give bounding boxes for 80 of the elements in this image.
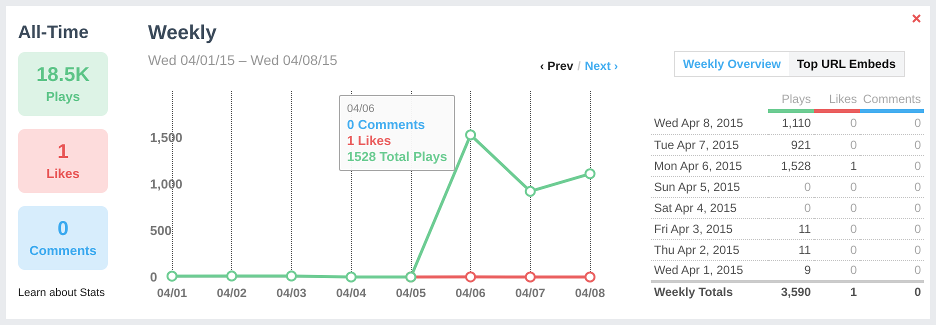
point <box>286 270 297 282</box>
category-label: Mon Apr 6, 2015 <box>651 155 768 176</box>
category-label: Thu Apr 2, 2015 <box>651 239 768 260</box>
text: 0 <box>914 285 921 300</box>
text: Comments <box>862 92 922 108</box>
annotation: 04/06 <box>347 102 376 117</box>
category-label: Wed Apr 8, 2015 <box>651 113 768 134</box>
data-label: 0 <box>814 176 860 197</box>
point <box>226 270 238 282</box>
text: ‹ Prev <box>540 59 574 73</box>
y-tick-label: 500 <box>150 223 172 238</box>
data-label: 0 <box>860 218 924 239</box>
point <box>465 271 476 282</box>
data-label: 0 <box>860 176 924 197</box>
data-label: 0 <box>860 155 924 176</box>
text: 1 <box>850 285 857 300</box>
x-tick-label: 04/04 <box>336 286 366 300</box>
text: 3,590 <box>780 285 811 300</box>
data-label: 9 <box>768 260 814 281</box>
point <box>524 272 536 282</box>
category-label: Sat Apr 4, 2015 <box>651 197 768 218</box>
point <box>584 168 596 180</box>
y-tick-label: 1,000 <box>150 176 183 192</box>
point <box>166 270 178 282</box>
point <box>524 186 536 197</box>
data-label: 0 <box>768 176 814 197</box>
text: Likes <box>45 166 81 181</box>
x-tick-label: 04/01 <box>156 286 188 300</box>
data-label: 0 <box>860 260 924 281</box>
annotation: 0 Comments <box>347 117 426 133</box>
point <box>346 272 357 282</box>
x-tick-label: 04/08 <box>574 286 606 300</box>
data-label: 11 <box>768 239 814 260</box>
data-label: 0 <box>814 239 860 260</box>
x-tick-label: 04/07 <box>515 286 546 300</box>
category-label: Tue Apr 7, 2015 <box>651 134 768 155</box>
data-label: 0 <box>814 134 860 155</box>
category-label: Fri Apr 3, 2015 <box>651 218 768 239</box>
data-label: 0 <box>814 260 860 281</box>
data-label: 0 <box>860 134 924 155</box>
point <box>584 272 596 282</box>
data-label: 1,528 <box>768 155 814 176</box>
text: 0 <box>56 218 70 241</box>
chart-title: Weekly <box>148 22 218 44</box>
text: Plays <box>780 92 812 108</box>
x-tick-label: 04/03 <box>276 286 307 300</box>
text: Weekly Totals <box>651 281 768 302</box>
data-label: 0 <box>814 197 860 218</box>
text: Likes <box>828 92 858 108</box>
data-label: 11 <box>768 218 814 239</box>
text: All-Time <box>18 22 89 43</box>
data-label: 0 <box>814 218 860 239</box>
x-tick-label: 04/02 <box>216 286 248 300</box>
text: Top URL Embeds <box>796 56 897 73</box>
annotation: 1528 Total Plays <box>347 149 448 165</box>
data-label: 0 <box>860 113 924 134</box>
x-tick-label: 04/05 <box>396 286 426 300</box>
data-label: 0 <box>768 197 814 218</box>
category-label: Sun Apr 5, 2015 <box>651 176 768 197</box>
text: Comments <box>28 243 98 258</box>
annotation: 1 Likes <box>347 133 392 149</box>
text: Plays <box>45 89 81 104</box>
data-label: 0 <box>814 113 860 134</box>
text: Learn about Stats <box>18 287 105 299</box>
text: Next › <box>584 59 618 73</box>
y-tick-label: 1,500 <box>150 130 183 145</box>
x-tick-label: 04/06 <box>456 286 486 300</box>
text: / <box>577 59 581 73</box>
data-label: 0 <box>860 239 924 260</box>
text: 18.5K <box>35 64 91 87</box>
data-label: 1,110 <box>768 113 814 134</box>
chart-subtitle: Wed 04/01/15 – Wed 04/08/15 <box>148 52 338 68</box>
text: Weekly Overview <box>675 52 789 76</box>
text: 1 <box>56 141 70 164</box>
y-tick-label: 0 <box>150 270 158 284</box>
data-label: 0 <box>860 197 924 218</box>
category-label: Wed Apr 1, 2015 <box>651 260 768 281</box>
point <box>465 129 476 140</box>
data-label: 1 <box>814 155 860 176</box>
data-label: 921 <box>768 134 814 155</box>
